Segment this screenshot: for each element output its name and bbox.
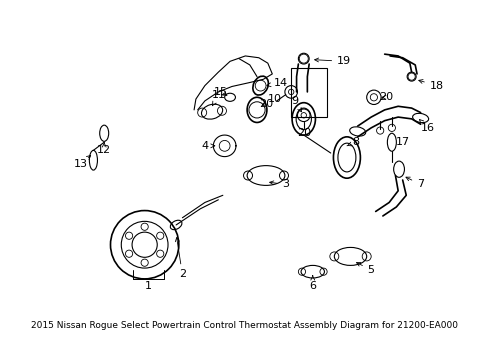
Text: 3: 3: [269, 180, 289, 189]
Bar: [290, 68, 326, 117]
Text: 15: 15: [214, 87, 227, 97]
Text: 13: 13: [74, 159, 88, 169]
Text: 2: 2: [175, 238, 185, 279]
Text: 2015 Nissan Rogue Select Powertrain Control Thermostat Assembly Diagram for 2120: 2015 Nissan Rogue Select Powertrain Cont…: [31, 321, 457, 330]
Text: 20: 20: [379, 92, 393, 102]
Text: 11: 11: [211, 90, 225, 106]
Text: 18: 18: [418, 80, 443, 91]
Text: 14: 14: [266, 78, 288, 88]
Text: 7: 7: [405, 177, 423, 189]
Text: 9: 9: [291, 96, 301, 112]
Text: 1: 1: [144, 281, 151, 291]
Text: 8: 8: [346, 137, 359, 147]
Text: 19: 19: [314, 56, 350, 66]
Text: 12: 12: [97, 145, 111, 155]
Text: 20: 20: [259, 99, 272, 109]
Text: 20: 20: [296, 128, 310, 138]
Text: 17: 17: [395, 137, 409, 147]
Text: 16: 16: [419, 120, 434, 133]
Text: 5: 5: [356, 262, 374, 275]
Text: 4: 4: [201, 141, 214, 151]
Text: 6: 6: [308, 275, 316, 291]
Text: 10: 10: [262, 94, 282, 105]
